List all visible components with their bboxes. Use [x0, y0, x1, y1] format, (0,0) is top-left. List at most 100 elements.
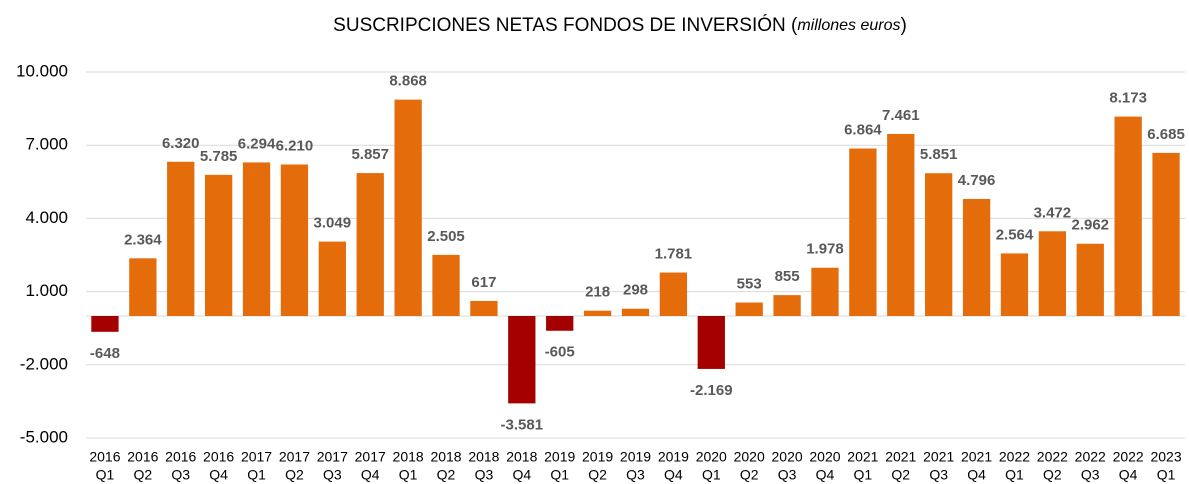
bar [773, 295, 801, 316]
x-tick-label: 2021 [923, 449, 954, 465]
x-tick-label: 2020 [734, 449, 765, 465]
x-tick-label: Q1 [399, 467, 418, 483]
x-tick-label: 2021 [961, 449, 992, 465]
bar [318, 241, 346, 316]
x-tick-label: Q2 [285, 467, 304, 483]
x-tick-label: Q3 [171, 467, 190, 483]
x-tick-label: Q1 [702, 467, 721, 483]
value-label: 553 [737, 275, 762, 292]
x-tick-label: 2019 [544, 449, 575, 465]
bar [508, 316, 536, 404]
x-tick-label: 2018 [430, 449, 461, 465]
bar [470, 300, 498, 316]
bar [280, 164, 309, 316]
x-tick-label: 2019 [620, 449, 651, 465]
value-label: 3.472 [1034, 204, 1072, 221]
x-tick-label: 2021 [847, 449, 878, 465]
value-label: 2.505 [427, 228, 465, 245]
x-tick-label: Q4 [361, 467, 380, 483]
bar [204, 174, 233, 316]
bar [432, 254, 460, 316]
x-tick-label: 2017 [241, 449, 272, 465]
x-tick-label: 2017 [317, 449, 348, 465]
x-tick-label: Q1 [550, 467, 569, 483]
value-label: -2.169 [690, 382, 733, 399]
x-tick-label: Q4 [664, 467, 683, 483]
value-label: 7.461 [882, 107, 920, 124]
bar [129, 258, 157, 316]
x-tick-label: 2018 [393, 449, 424, 465]
value-label: 298 [623, 282, 648, 299]
x-tick-label: Q1 [1005, 467, 1024, 483]
x-tick-label: 2021 [885, 449, 916, 465]
title-unit: millones euros [797, 17, 900, 34]
y-tick-label: -5.000 [20, 427, 68, 446]
x-tick-label: Q4 [209, 467, 228, 483]
x-tick-label: Q3 [1081, 467, 1100, 483]
x-tick-label: Q4 [816, 467, 835, 483]
bar [1114, 116, 1142, 316]
value-label: 218 [585, 284, 610, 301]
x-tick-label: 2016 [203, 449, 234, 465]
x-tick-label: Q2 [437, 467, 456, 483]
bar [735, 302, 763, 316]
bar [242, 162, 271, 316]
bar [925, 173, 953, 316]
value-label: 5.785 [200, 148, 238, 165]
x-tick-label: 2016 [127, 449, 158, 465]
bar [1000, 253, 1029, 316]
x-tick-label: Q1 [1157, 467, 1176, 483]
bar [849, 148, 877, 316]
value-label: 5.857 [351, 146, 389, 163]
x-tick-label: Q2 [134, 467, 153, 483]
bar [697, 316, 725, 369]
bar [583, 310, 612, 316]
value-label: 1.978 [806, 241, 844, 258]
bar [1038, 231, 1067, 316]
chart-title: SUSCRIPCIONES NETAS FONDOS DE INVERSIÓN … [333, 14, 907, 36]
x-tick-label: 2022 [1075, 449, 1106, 465]
value-label: 8.173 [1109, 90, 1147, 107]
x-tick-label: 2017 [355, 449, 386, 465]
x-tick-label: 2019 [582, 449, 613, 465]
x-tick-label: Q1 [247, 467, 266, 483]
x-tick-label: 2022 [999, 449, 1030, 465]
bar [659, 272, 688, 316]
value-label: 5.851 [920, 146, 958, 163]
x-tick-label: Q1 [96, 467, 115, 483]
x-tick-label: Q3 [929, 467, 948, 483]
x-tick-label: Q2 [740, 467, 759, 483]
value-label: -648 [90, 345, 120, 362]
x-tick-label: Q4 [512, 467, 531, 483]
x-tick-label: Q2 [588, 467, 607, 483]
x-tick-label: 2020 [772, 449, 803, 465]
value-label: 2.962 [1071, 217, 1109, 234]
y-tick-label: 7.000 [25, 135, 68, 154]
x-tick-label: 2023 [1150, 449, 1181, 465]
x-tick-label: Q1 [854, 467, 873, 483]
y-tick-label: -2.000 [20, 354, 68, 373]
x-tick-label: Q3 [475, 467, 494, 483]
value-label: 6.210 [276, 137, 314, 154]
x-tick-label: 2018 [468, 449, 499, 465]
y-tick-label: 1.000 [25, 281, 68, 300]
bar [887, 133, 915, 316]
x-tick-label: Q3 [626, 467, 645, 483]
x-tick-label: 2022 [1037, 449, 1068, 465]
value-label: 3.049 [314, 215, 352, 232]
y-tick-label: 10.000 [16, 61, 68, 80]
value-label: 6.685 [1147, 126, 1185, 143]
bar [394, 99, 422, 317]
value-label: 8.868 [389, 73, 427, 90]
x-tick-label: 2022 [1113, 449, 1144, 465]
value-label: 2.364 [124, 231, 162, 248]
value-label: -3.581 [501, 416, 544, 433]
title-text: SUSCRIPCIONES NETAS FONDOS DE INVERSIÓN … [333, 14, 798, 36]
x-tick-label: 2017 [279, 449, 310, 465]
x-tick-label: Q2 [1043, 467, 1062, 483]
value-label: 855 [775, 268, 800, 285]
bar [1076, 243, 1104, 316]
x-tick-label: 2016 [165, 449, 196, 465]
bar [811, 267, 839, 316]
